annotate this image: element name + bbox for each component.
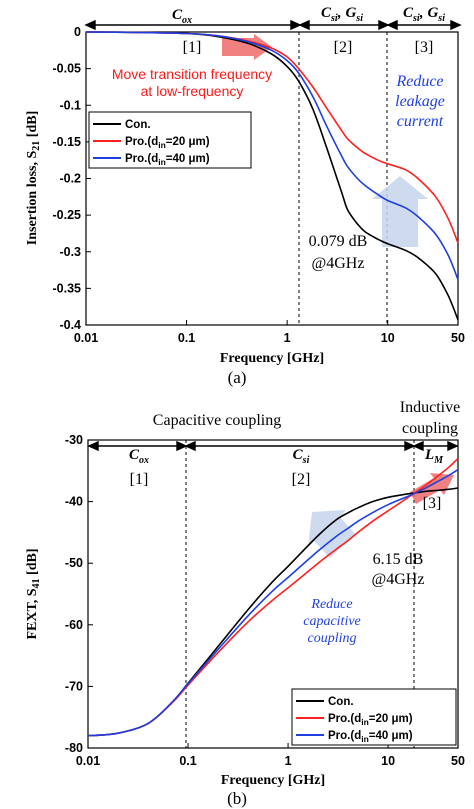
x-tick-label-a-4: 50	[451, 331, 465, 345]
x-tick-labels-b: 0.01 0.1 1 10 50	[76, 754, 465, 768]
y-axis-label-b: FEXT, S41 [dB]	[25, 548, 42, 639]
y-tick-label-b-4: -70	[65, 679, 83, 693]
y-tick-label-a-2: -0.1	[59, 98, 81, 112]
region-3-label-b: [3]	[423, 495, 442, 512]
panel-label-a: (a)	[228, 368, 247, 387]
x-tick-label-b-0: 0.01	[76, 754, 100, 768]
plot-frame-b	[87, 439, 459, 749]
y-tick-label-a-0: 0	[74, 25, 81, 39]
legend-label-pro40-b: Pro.(din=40 μm)	[328, 730, 413, 744]
red-annotation-line-2: at low-frequency	[141, 83, 244, 99]
cox-label-a: Cox	[172, 7, 192, 26]
x-tick-label-b-4: 50	[451, 754, 465, 768]
region-1-label-a: [1]	[183, 39, 202, 56]
blue-annotation-a-line-3: current	[397, 113, 444, 130]
legend-label-pro20-b: Pro.(din=20 μm)	[328, 713, 413, 727]
x-tick-label-a-2: 1	[284, 331, 291, 345]
x-tick-label-b-2: 1	[285, 754, 292, 768]
value-annotation-b-line-2: @4GHz	[372, 571, 425, 588]
y-tick-labels-a: 0 -0.05 -0.1 -0.15 -0.2 -0.25 -0.3 -0.35 -0.4	[53, 25, 82, 332]
value-annotation-b-line-1: 6.15 dB	[373, 551, 424, 568]
capacitive-coupling-title: Capacitive coupling	[153, 412, 281, 429]
region-arrows-b	[87, 440, 459, 452]
series-line-con-a	[85, 31, 459, 321]
inductive-coupling-title-line-1: Inductive	[400, 399, 460, 416]
legend-label-pro40-a: Pro.(din=40 μm)	[125, 153, 210, 167]
red-diagonal-arrow-icon	[410, 473, 454, 504]
legend-a: Con. Pro.(din=20 μm) Pro.(din=40 μm)	[88, 111, 252, 169]
y-tick-label-b-5: -80	[65, 741, 83, 755]
y-tick-label-a-6: -0.3	[59, 245, 81, 259]
lm-label-b: LM	[424, 447, 444, 466]
series-line-pro40-a	[85, 31, 459, 280]
csi-gsi-label-a-2: Csi, Gsi	[403, 5, 445, 24]
value-annotation-a-line-1: 0.079 dB	[309, 233, 368, 250]
blue-annotation-b-line-2: capacitive	[303, 614, 361, 629]
region-2-label-b: [2]	[292, 471, 311, 488]
region-1-label-b: [1]	[130, 471, 149, 488]
x-tick-label-b-1: 0.1	[179, 754, 196, 768]
y-tick-label-b-2: -50	[65, 556, 83, 570]
cox-label-b: Cox	[129, 447, 149, 466]
x-tick-label-a-3: 10	[381, 331, 395, 345]
x-tick-label-a-0: 0.01	[74, 331, 98, 345]
x-tick-label-a-1: 0.1	[178, 331, 195, 345]
x-tick-label-b-3: 10	[381, 754, 395, 768]
region-arrows-a	[84, 19, 462, 31]
y-tick-label-b-3: -60	[65, 618, 83, 632]
y-tick-label-a-8: -0.4	[59, 318, 81, 332]
panel-label-b: (b)	[227, 789, 247, 808]
region-3-label-a: [3]	[415, 39, 434, 56]
blue-diagonal-arrow-icon	[308, 510, 355, 558]
legend-b: Con. Pro.(din=20 μm) Pro.(din=40 μm)	[291, 688, 457, 746]
chart-panel-b: Capacitive coupling Inductive coupling -…	[25, 399, 465, 808]
series-line-pro40-b	[87, 468, 459, 737]
x-tick-labels-a: 0.01 0.1 1 10 50	[74, 331, 465, 345]
red-annotation-line-1: Move transition frequency	[112, 66, 272, 82]
x-axis-label-a: Frequency [GHz]	[220, 351, 324, 366]
y-tick-labels-b: -30 -40 -50 -60 -70 -80	[65, 433, 83, 755]
y-tick-label-b-1: -40	[65, 495, 83, 509]
y-tick-label-a-3: -0.15	[53, 135, 82, 149]
y-tick-label-a-4: -0.2	[59, 172, 81, 186]
y-tick-label-a-5: -0.25	[53, 208, 82, 222]
inductive-coupling-title-line-2: coupling	[402, 420, 458, 437]
csi-label-b: Csi	[293, 447, 310, 466]
blue-annotation-b-line-1: Reduce	[310, 597, 352, 612]
series-lines-b	[87, 457, 459, 737]
y-tick-label-a-1: -0.05	[53, 62, 82, 76]
series-lines-a	[85, 31, 459, 321]
y-tick-label-a-7: -0.35	[53, 281, 82, 295]
blue-up-arrow-icon	[372, 176, 428, 247]
csi-gsi-label-a-1: Csi, Gsi	[321, 5, 363, 24]
blue-annotation-a-line-2: leakage	[395, 93, 445, 110]
chart-panel-a: Cox Csi, Gsi Csi, Gsi 0 -0.05 -0.1 -0.15 -0.2 -…	[25, 5, 465, 387]
legend-label-con-b: Con.	[328, 696, 354, 708]
region-2-label-a: [2]	[334, 39, 353, 56]
blue-annotation-b-line-3: coupling	[308, 631, 357, 646]
legend-label-con-a: Con.	[125, 119, 151, 131]
legend-label-pro20-a: Pro.(din=20 μm)	[125, 136, 210, 150]
y-tick-label-b-0: -30	[65, 433, 83, 447]
value-annotation-a-line-2: @4GHz	[312, 255, 365, 272]
blue-annotation-a-line-1: Reduce	[395, 73, 443, 90]
y-axis-label-a: Insertion loss, S21 [dB]	[25, 111, 42, 245]
x-axis-label-b: Frequency [GHz]	[221, 773, 325, 788]
